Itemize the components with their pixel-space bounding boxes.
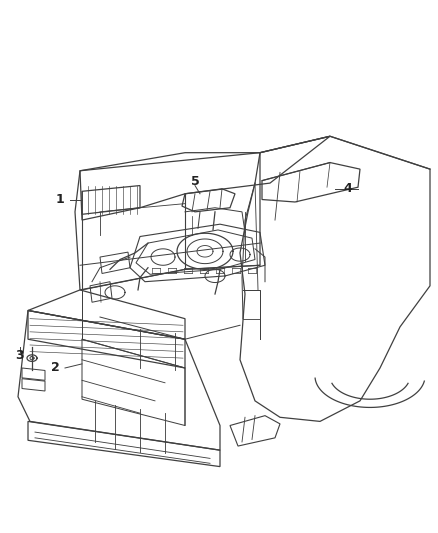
Text: 2: 2	[51, 361, 60, 375]
Text: 4: 4	[344, 182, 353, 195]
Text: 1: 1	[56, 193, 64, 206]
Text: 5: 5	[191, 175, 199, 188]
Text: 3: 3	[16, 349, 25, 362]
